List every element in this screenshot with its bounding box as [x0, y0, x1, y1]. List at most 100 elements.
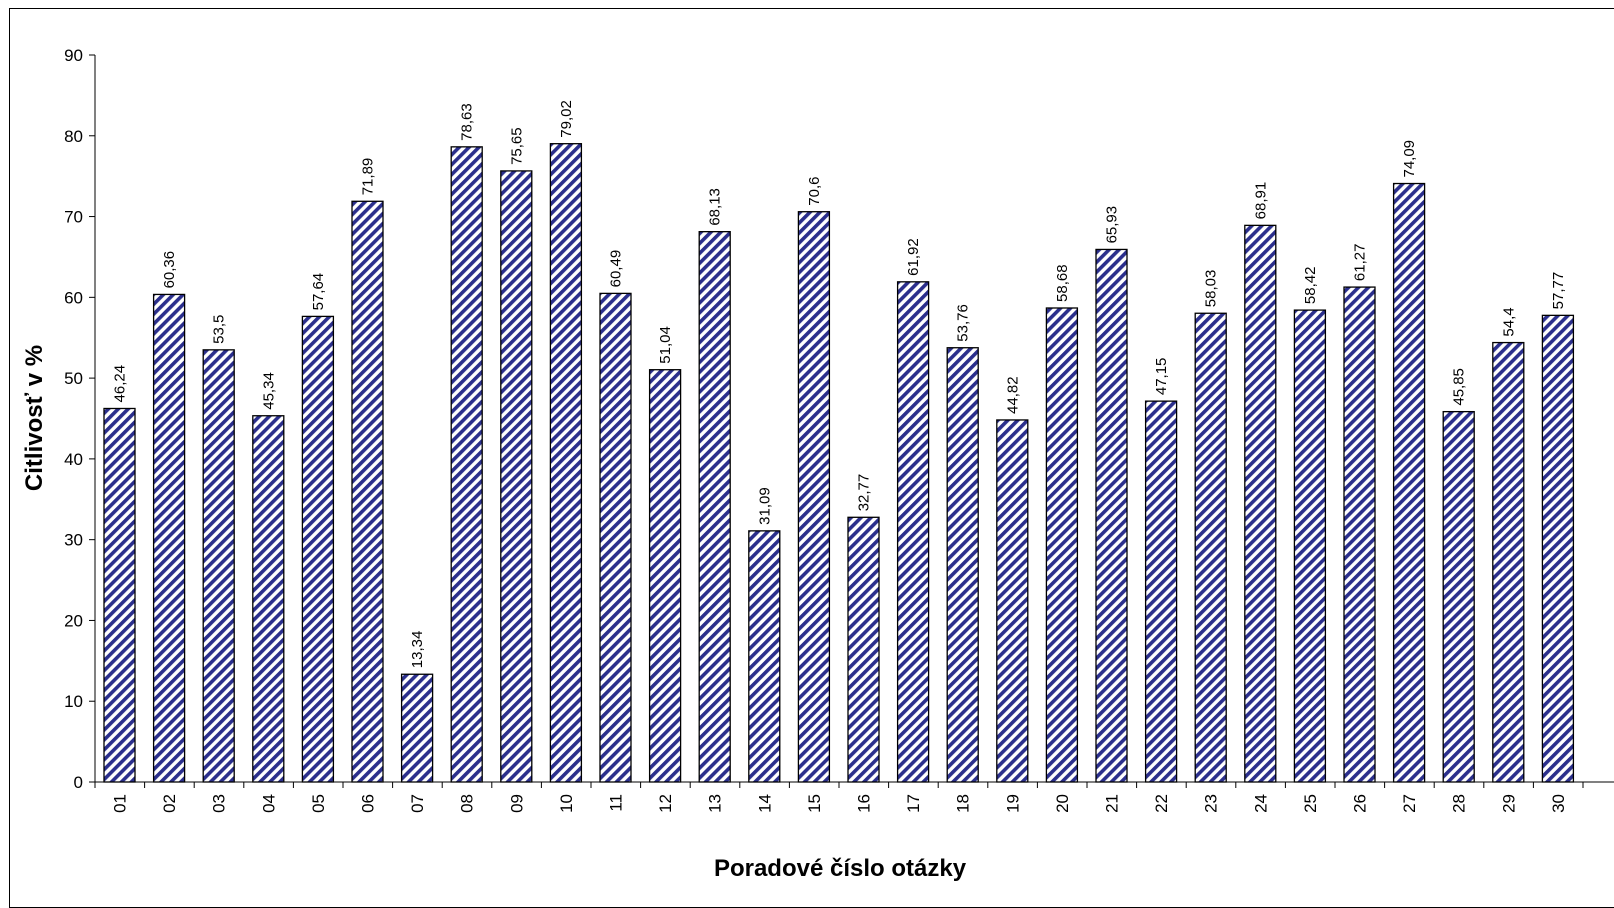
bar	[202, 349, 235, 783]
x-tick-label: 28	[1450, 794, 1469, 813]
x-tick-label: 07	[408, 794, 427, 813]
x-tick-label: 01	[111, 794, 130, 813]
x-tick-label: 04	[259, 794, 278, 813]
x-tick-label: 09	[507, 794, 526, 813]
bar	[748, 530, 781, 783]
x-tick-label: 16	[855, 794, 874, 813]
data-label: 45,85	[1451, 368, 1468, 406]
bar	[896, 281, 930, 783]
x-tick-label: 12	[656, 794, 675, 813]
bar	[500, 170, 533, 783]
y-tick-label: 50	[64, 369, 83, 388]
x-tick-label: 10	[557, 794, 576, 813]
data-label: 58,68	[1054, 264, 1071, 302]
x-tick-label: 14	[755, 794, 774, 813]
x-tick-label: 13	[706, 794, 725, 813]
bar	[1293, 309, 1327, 783]
data-label: 75,65	[508, 127, 525, 165]
bar	[1194, 312, 1227, 783]
data-label: 68,91	[1252, 182, 1269, 220]
data-label: 74,09	[1401, 140, 1418, 178]
bar	[252, 415, 285, 783]
bars	[103, 143, 1575, 783]
y-tick-label: 70	[64, 208, 83, 227]
data-label: 60,49	[608, 250, 625, 288]
x-tick-label: 18	[954, 794, 973, 813]
bar	[1244, 224, 1277, 783]
bar	[1095, 248, 1128, 783]
data-label: 65,93	[1104, 206, 1121, 244]
bar	[847, 516, 880, 783]
bar	[698, 231, 731, 783]
data-label: 70,6	[806, 177, 823, 206]
data-label: 31,09	[756, 487, 773, 525]
y-tick-label: 0	[74, 773, 83, 792]
data-label: 78,63	[459, 103, 476, 141]
bar-chart: 0 10 20 30 40 50 60 70 80 90 01 02 03 04 05 06 07 08 09 10…	[21, 46, 1614, 882]
x-tick-label: 29	[1499, 794, 1518, 813]
x-tick-label: 03	[210, 794, 229, 813]
y-tick-label: 90	[64, 46, 83, 65]
y-axis: 0 10 20 30 40 50 60 70 80 90	[64, 46, 96, 792]
data-label: 57,64	[310, 273, 327, 311]
x-tick-label: 26	[1351, 794, 1370, 813]
data-label: 47,15	[1153, 358, 1170, 396]
bar	[1492, 341, 1525, 783]
bar	[351, 200, 384, 783]
bar	[301, 315, 335, 783]
y-axis-title: Citlivosť v %	[21, 345, 48, 491]
y-tick-label: 10	[64, 692, 83, 711]
data-label: 68,13	[707, 188, 724, 226]
y-tick-label: 20	[64, 611, 83, 630]
x-tick-label: 11	[607, 794, 626, 812]
data-label: 58,03	[1203, 270, 1220, 308]
y-tick-label: 60	[64, 288, 83, 307]
bar	[549, 143, 583, 783]
data-label: 61,92	[905, 238, 922, 276]
data-label: 60,36	[161, 251, 178, 289]
bar	[1442, 410, 1475, 783]
x-tick-label: 24	[1251, 794, 1270, 813]
bar	[450, 146, 483, 783]
data-label: 53,5	[211, 315, 228, 344]
data-label: 54,4	[1500, 307, 1517, 336]
x-tick-label: 06	[359, 794, 378, 813]
bar	[797, 211, 831, 783]
data-label: 44,82	[1004, 376, 1021, 414]
y-tick-label: 30	[64, 531, 83, 550]
data-label: 58,42	[1302, 267, 1319, 305]
x-axis-title: Poradové číslo otázky	[714, 855, 967, 882]
x-tick-label: 25	[1301, 794, 1320, 813]
bar	[1144, 400, 1178, 783]
bar	[1392, 182, 1426, 783]
x-tick-label: 27	[1400, 794, 1419, 813]
bar	[1045, 307, 1079, 783]
x-tick-label: 02	[160, 794, 179, 813]
data-labels: 46,24 60,36 53,5 45,34 57,64 71,89 13,34 78,63 7…	[112, 100, 1567, 668]
bar	[1541, 314, 1575, 783]
x-tick-label: 23	[1202, 794, 1221, 813]
data-label: 51,04	[657, 326, 674, 364]
bar	[103, 407, 136, 783]
bar	[400, 673, 434, 783]
x-tick-label: 17	[904, 794, 923, 813]
x-tick-label: 21	[1103, 794, 1122, 813]
bar	[1343, 286, 1376, 783]
bar	[996, 419, 1029, 783]
data-label: 71,89	[360, 158, 377, 196]
data-label: 32,77	[856, 474, 873, 512]
x-tick-label: 19	[1003, 794, 1022, 813]
x-tick-label: 05	[309, 794, 328, 813]
x-tick-label: 22	[1152, 794, 1171, 813]
data-label: 46,24	[112, 365, 129, 403]
bar	[648, 369, 682, 783]
y-tick-label: 40	[64, 450, 83, 469]
x-tick-label: 30	[1549, 794, 1568, 813]
data-label: 53,76	[955, 304, 972, 342]
data-label: 61,27	[1352, 244, 1369, 282]
bar	[599, 292, 632, 783]
data-label: 13,34	[409, 631, 426, 669]
x-tick-label: 08	[458, 794, 477, 813]
bar	[152, 293, 186, 783]
x-tick-label: 20	[1053, 794, 1072, 813]
